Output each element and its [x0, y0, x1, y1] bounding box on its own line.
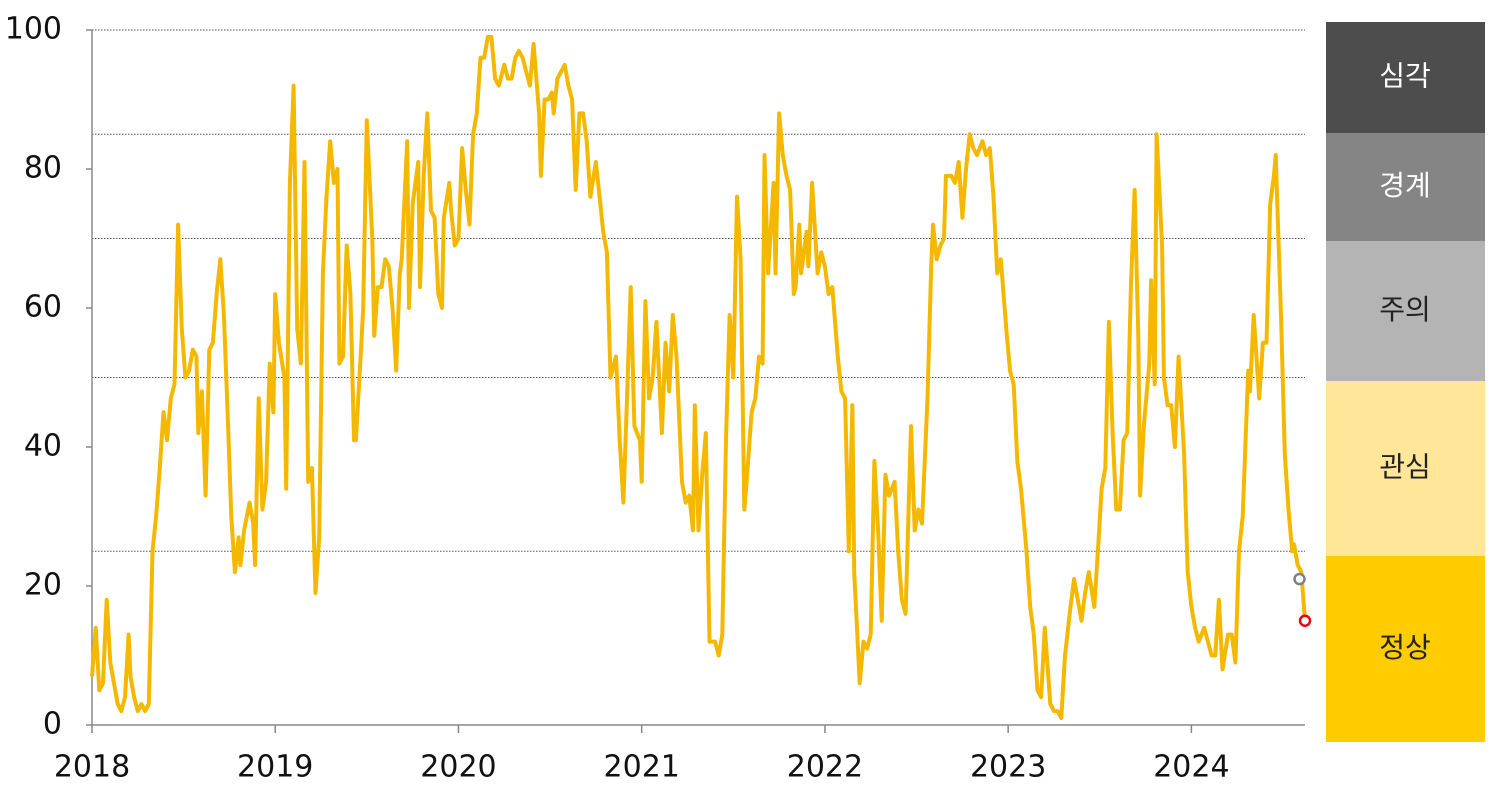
x-tick-label: 2020 — [420, 750, 496, 785]
end-marker — [1298, 614, 1312, 627]
x-tick-label: 2018 — [54, 750, 130, 785]
x-tick-label: 2019 — [237, 750, 313, 785]
y-tick-label: 20 — [24, 568, 62, 603]
band-label: 심각 — [1379, 60, 1431, 93]
series-line — [90, 35, 1307, 720]
end-marker — [1293, 572, 1306, 586]
band-label: 관심 — [1379, 451, 1431, 484]
y-tick-label: 0 — [43, 707, 62, 742]
band-label: 정상 — [1379, 631, 1431, 664]
band — [1326, 241, 1485, 381]
x-tick-label: 2021 — [604, 750, 680, 785]
x-tick-label: 2024 — [1153, 750, 1229, 785]
band — [1326, 22, 1485, 133]
y-tick-label: 80 — [24, 151, 62, 186]
y-tick-label: 60 — [24, 290, 62, 325]
y-tick-label: 100 — [5, 12, 62, 47]
y-tick-label: 40 — [24, 429, 62, 464]
band — [1326, 381, 1485, 556]
x-tick-label: 2023 — [970, 750, 1046, 785]
band-label: 주의 — [1379, 293, 1431, 326]
band — [1326, 133, 1485, 241]
band — [1326, 556, 1485, 742]
x-tick-label: 2022 — [787, 750, 863, 785]
band-label: 경계 — [1379, 169, 1431, 202]
